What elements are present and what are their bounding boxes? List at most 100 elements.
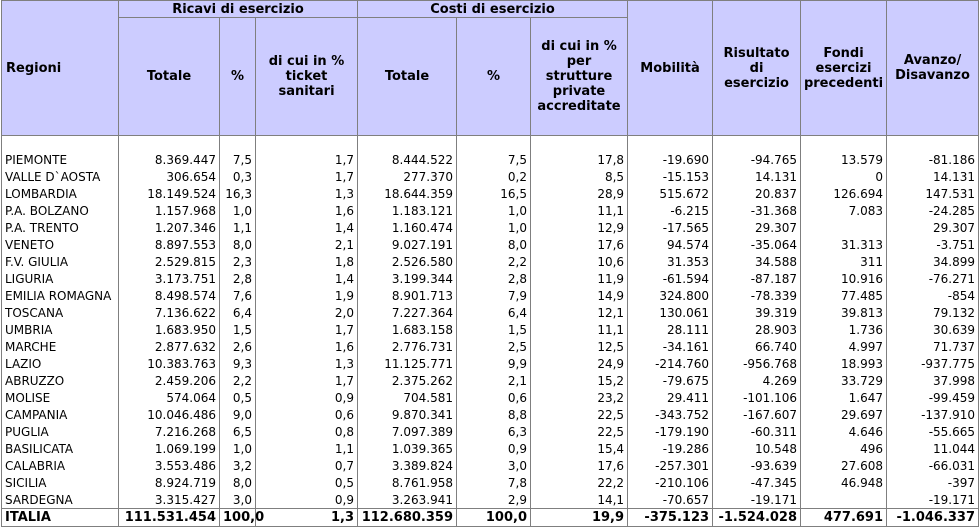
- ricavi-totale-cell: 7.136.622: [118, 304, 220, 321]
- avanzo-cell: 71.737: [886, 338, 979, 355]
- ricavi-totale-cell: 2.877.632: [118, 338, 220, 355]
- ricavi-pct-cell: 7,6: [219, 287, 256, 304]
- costi-pct-cell: 7,5: [456, 151, 531, 168]
- ricavi-ticket-cell: 1,7: [255, 168, 358, 185]
- ricavi-pct-cell: 0,5: [219, 389, 256, 406]
- costi-private-cell: 12,1: [529, 304, 629, 321]
- ricavi-ticket-cell: 0,8: [255, 423, 358, 440]
- ricavi-totale-cell: 3.173.751: [118, 270, 220, 287]
- costi-pct-cell: 7,9: [456, 287, 531, 304]
- costi-private-cell: 23,2: [529, 389, 629, 406]
- region-cell: UMBRIA: [1, 321, 119, 338]
- mobilita-cell: -375.123: [627, 508, 714, 527]
- region-cell: LAZIO: [1, 355, 119, 372]
- regioni-header: Regioni: [1, 0, 119, 136]
- risultato-cell: 39.319: [712, 304, 802, 321]
- ricavi-pct-cell: 9,3: [219, 355, 256, 372]
- ricavi-pct-cell: 2,3: [219, 253, 256, 270]
- table-row: MOLISE 574.064 0,5 0,9 704.581 0,6 23,2 29.411-…: [1, 389, 979, 406]
- costi-totale-cell: 18.644.359: [357, 185, 457, 202]
- risultato-header: Risultato di esercizio: [712, 0, 802, 136]
- ricavi-ticket-cell: 2,1: [255, 236, 358, 253]
- fondi-cell: 18.993: [800, 355, 888, 372]
- fondi-cell: 477.691: [800, 508, 888, 527]
- mobilita-cell: -15.153: [627, 168, 714, 185]
- costi-pct-cell: 2,9: [456, 491, 531, 509]
- fondi-cell: 4.646: [800, 423, 888, 440]
- risultato-cell: 20.837: [712, 185, 802, 202]
- costi-pct-cell: 1,5: [456, 321, 531, 338]
- fondi-header: Fondi esercizi precedenti: [800, 0, 888, 136]
- risultato-cell: -93.639: [712, 457, 802, 474]
- total-row: ITALIA 111.531.454 100,0 1,3 112.680.359 100,…: [1, 508, 979, 527]
- costi-totale-cell: 3.199.344: [357, 270, 457, 287]
- ricavi-ticket-cell: 1,6: [255, 338, 358, 355]
- table-row: BASILICATA 1.069.199 1,0 1,1 1.039.365 0,9 15,…: [1, 440, 979, 457]
- costi-totale-cell: 3.263.941: [357, 491, 457, 509]
- costi-private-cell: 12,5: [529, 338, 629, 355]
- ricavi-totale-cell: 8.369.447: [118, 151, 220, 168]
- fondi-cell: 1.647: [800, 389, 888, 406]
- mobilita-cell: 130.061: [627, 304, 714, 321]
- ricavi-totale-cell: 2.529.815: [118, 253, 220, 270]
- costi-totale-cell: 9.870.341: [357, 406, 457, 423]
- costi-totale-cell: 1.183.121: [357, 202, 457, 219]
- ricavi-totale-cell: 10.046.486: [118, 406, 220, 423]
- ricavi-ticket-cell: 1,3: [255, 185, 358, 202]
- table-row: P.A. TRENTO 1.207.346 1,1 1,4 1.160.474 1,0 12…: [1, 219, 979, 236]
- ricavi-ticket-cell: 0,7: [255, 457, 358, 474]
- costi-private-cell: 11,1: [529, 202, 629, 219]
- ricavi-ticket-cell: 1,3: [255, 508, 358, 527]
- mobilita-cell: -19.690: [627, 151, 714, 168]
- mobilita-header: Mobilità: [627, 0, 714, 136]
- avanzo-cell: -55.665: [886, 423, 979, 440]
- costi-totale-cell: 7.227.364: [357, 304, 457, 321]
- region-cell: P.A. BOLZANO: [1, 202, 119, 219]
- risultato-cell: -35.064: [712, 236, 802, 253]
- ricavi-pct-cell: 3,2: [219, 457, 256, 474]
- risultato-cell: 4.269: [712, 372, 802, 389]
- ricavi-ticket-header: di cui in % ticket sanitari: [255, 17, 358, 136]
- table-row: MARCHE 2.877.632 2,6 1,6 2.776.731 2,5 12,5 -34…: [1, 338, 979, 355]
- risultato-cell: 66.740: [712, 338, 802, 355]
- region-cell: VALLE D`AOSTA: [1, 168, 119, 185]
- ricavi-totale-cell: 306.654: [118, 168, 220, 185]
- avanzo-cell: 147.531: [886, 185, 979, 202]
- costi-pct-cell: 2,2: [456, 253, 531, 270]
- table-row: CAMPANIA 10.046.486 9,0 0,6 9.870.341 8,8 22,5…: [1, 406, 979, 423]
- risultato-cell: -19.171: [712, 491, 802, 509]
- costi-pct-cell: 16,5: [456, 185, 531, 202]
- ricavi-ticket-cell: 1,9: [255, 287, 358, 304]
- fondi-cell: [800, 219, 888, 236]
- region-cell: LOMBARDIA: [1, 185, 119, 202]
- costi-pct-cell: 0,9: [456, 440, 531, 457]
- region-cell: LIGURIA: [1, 270, 119, 287]
- ricavi-totale-cell: 111.531.454: [118, 508, 220, 527]
- avanzo-cell: -1.046.337: [886, 508, 979, 527]
- ricavi-pct-cell: 6,5: [219, 423, 256, 440]
- fondi-cell: 4.997: [800, 338, 888, 355]
- ricavi-pct-cell: 8,0: [219, 236, 256, 253]
- costi-totale-cell: 2.526.580: [357, 253, 457, 270]
- costi-private-cell: 22,5: [529, 406, 629, 423]
- costi-totale-cell: 3.389.824: [357, 457, 457, 474]
- region-cell: VENETO: [1, 236, 119, 253]
- costi-private-cell: 10,6: [529, 253, 629, 270]
- fondi-cell: 39.813: [800, 304, 888, 321]
- fondi-cell: 33.729: [800, 372, 888, 389]
- ricavi-pct-cell: 16,3: [219, 185, 256, 202]
- mobilita-cell: -343.752: [627, 406, 714, 423]
- region-cell: ABRUZZO: [1, 372, 119, 389]
- costi-totale-cell: 11.125.771: [357, 355, 457, 372]
- costi-pct-cell: 6,4: [456, 304, 531, 321]
- costi-pct-cell: 2,5: [456, 338, 531, 355]
- avanzo-cell: 29.307: [886, 219, 979, 236]
- table-row: LIGURIA 3.173.751 2,8 1,4 3.199.344 2,8 11,9 -6…: [1, 270, 979, 287]
- ricavi-pct-cell: 2,6: [219, 338, 256, 355]
- mobilita-cell: -257.301: [627, 457, 714, 474]
- ricavi-pct-cell: 3,0: [219, 491, 256, 509]
- table-row: EMILIA ROMAGNA 8.498.574 7,6 1,9 8.901.713 7,…: [1, 287, 979, 304]
- costi-private-cell: 14,1: [529, 491, 629, 509]
- costi-group-header: Costi di esercizio: [356, 0, 629, 18]
